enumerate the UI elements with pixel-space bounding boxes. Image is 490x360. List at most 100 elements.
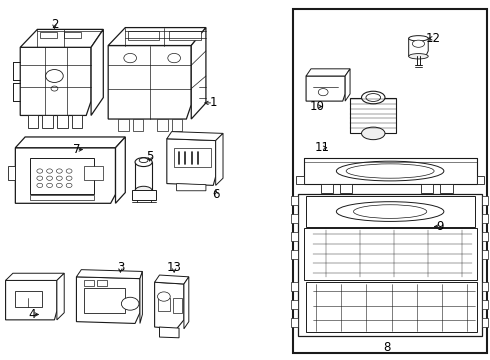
Circle shape	[46, 69, 63, 82]
Polygon shape	[184, 277, 189, 329]
Polygon shape	[306, 196, 475, 226]
Bar	[84, 280, 94, 286]
Polygon shape	[482, 214, 489, 223]
Bar	[15, 291, 42, 307]
Bar	[27, 116, 38, 128]
Bar	[128, 31, 159, 40]
Polygon shape	[132, 190, 156, 200]
Bar	[30, 195, 94, 200]
Polygon shape	[76, 270, 143, 279]
Bar	[293, 9, 487, 353]
Circle shape	[66, 169, 72, 173]
Ellipse shape	[346, 164, 434, 178]
Polygon shape	[292, 282, 298, 291]
Circle shape	[66, 183, 72, 188]
Bar	[84, 166, 103, 180]
Circle shape	[318, 89, 328, 96]
Text: 3: 3	[117, 261, 124, 274]
Polygon shape	[15, 148, 116, 203]
Bar	[64, 32, 81, 39]
Polygon shape	[421, 184, 433, 193]
Bar	[57, 116, 68, 128]
Polygon shape	[108, 28, 206, 45]
Bar	[8, 166, 15, 180]
Bar	[174, 148, 211, 167]
Polygon shape	[482, 250, 489, 259]
Polygon shape	[482, 232, 489, 241]
Polygon shape	[340, 184, 352, 193]
Text: 10: 10	[310, 100, 325, 113]
Polygon shape	[306, 69, 350, 76]
Polygon shape	[292, 232, 298, 241]
Polygon shape	[306, 282, 477, 332]
Ellipse shape	[409, 54, 428, 59]
Polygon shape	[304, 228, 477, 280]
Polygon shape	[482, 318, 489, 327]
Ellipse shape	[362, 127, 385, 140]
Ellipse shape	[353, 205, 427, 219]
Circle shape	[122, 297, 139, 310]
Polygon shape	[482, 300, 489, 309]
Bar	[118, 119, 129, 131]
Polygon shape	[135, 162, 152, 191]
Polygon shape	[57, 273, 64, 320]
Polygon shape	[155, 282, 184, 329]
Polygon shape	[477, 176, 485, 184]
Polygon shape	[409, 39, 428, 56]
Polygon shape	[292, 318, 298, 327]
Ellipse shape	[413, 40, 424, 47]
Polygon shape	[292, 196, 298, 205]
Ellipse shape	[366, 94, 381, 102]
Bar	[158, 298, 170, 311]
Polygon shape	[91, 30, 103, 116]
Ellipse shape	[135, 186, 152, 195]
Circle shape	[37, 176, 43, 180]
Polygon shape	[292, 214, 298, 223]
Circle shape	[168, 53, 180, 63]
Ellipse shape	[135, 158, 152, 167]
Bar	[40, 32, 57, 39]
Text: 7: 7	[73, 143, 80, 156]
Bar	[169, 31, 201, 40]
Text: 4: 4	[29, 308, 36, 321]
Polygon shape	[167, 139, 216, 185]
Circle shape	[47, 169, 52, 173]
Polygon shape	[441, 184, 453, 193]
Text: 8: 8	[383, 341, 391, 354]
Circle shape	[37, 183, 43, 188]
Bar	[84, 288, 125, 313]
Circle shape	[66, 176, 72, 180]
Polygon shape	[306, 76, 345, 101]
Text: 12: 12	[426, 32, 441, 45]
Ellipse shape	[409, 36, 428, 41]
Bar	[133, 119, 144, 131]
Ellipse shape	[336, 202, 444, 221]
Circle shape	[47, 183, 52, 188]
Polygon shape	[191, 28, 206, 119]
Polygon shape	[5, 280, 57, 320]
Polygon shape	[482, 196, 489, 205]
Circle shape	[56, 176, 62, 180]
Polygon shape	[345, 69, 350, 101]
Circle shape	[158, 292, 170, 301]
Text: 11: 11	[315, 141, 330, 154]
Polygon shape	[15, 137, 125, 148]
Polygon shape	[20, 47, 91, 116]
Polygon shape	[155, 275, 189, 284]
Bar	[172, 298, 182, 313]
Circle shape	[37, 169, 43, 173]
Bar	[30, 158, 94, 194]
Polygon shape	[292, 300, 298, 309]
Ellipse shape	[336, 161, 444, 181]
Polygon shape	[5, 273, 64, 280]
Bar	[172, 119, 182, 131]
Circle shape	[56, 169, 62, 173]
Bar	[157, 119, 168, 131]
Circle shape	[124, 53, 137, 63]
Polygon shape	[140, 271, 143, 323]
Text: 5: 5	[146, 150, 153, 163]
Polygon shape	[76, 277, 140, 323]
Polygon shape	[20, 30, 103, 47]
Polygon shape	[176, 184, 206, 191]
Circle shape	[47, 176, 52, 180]
